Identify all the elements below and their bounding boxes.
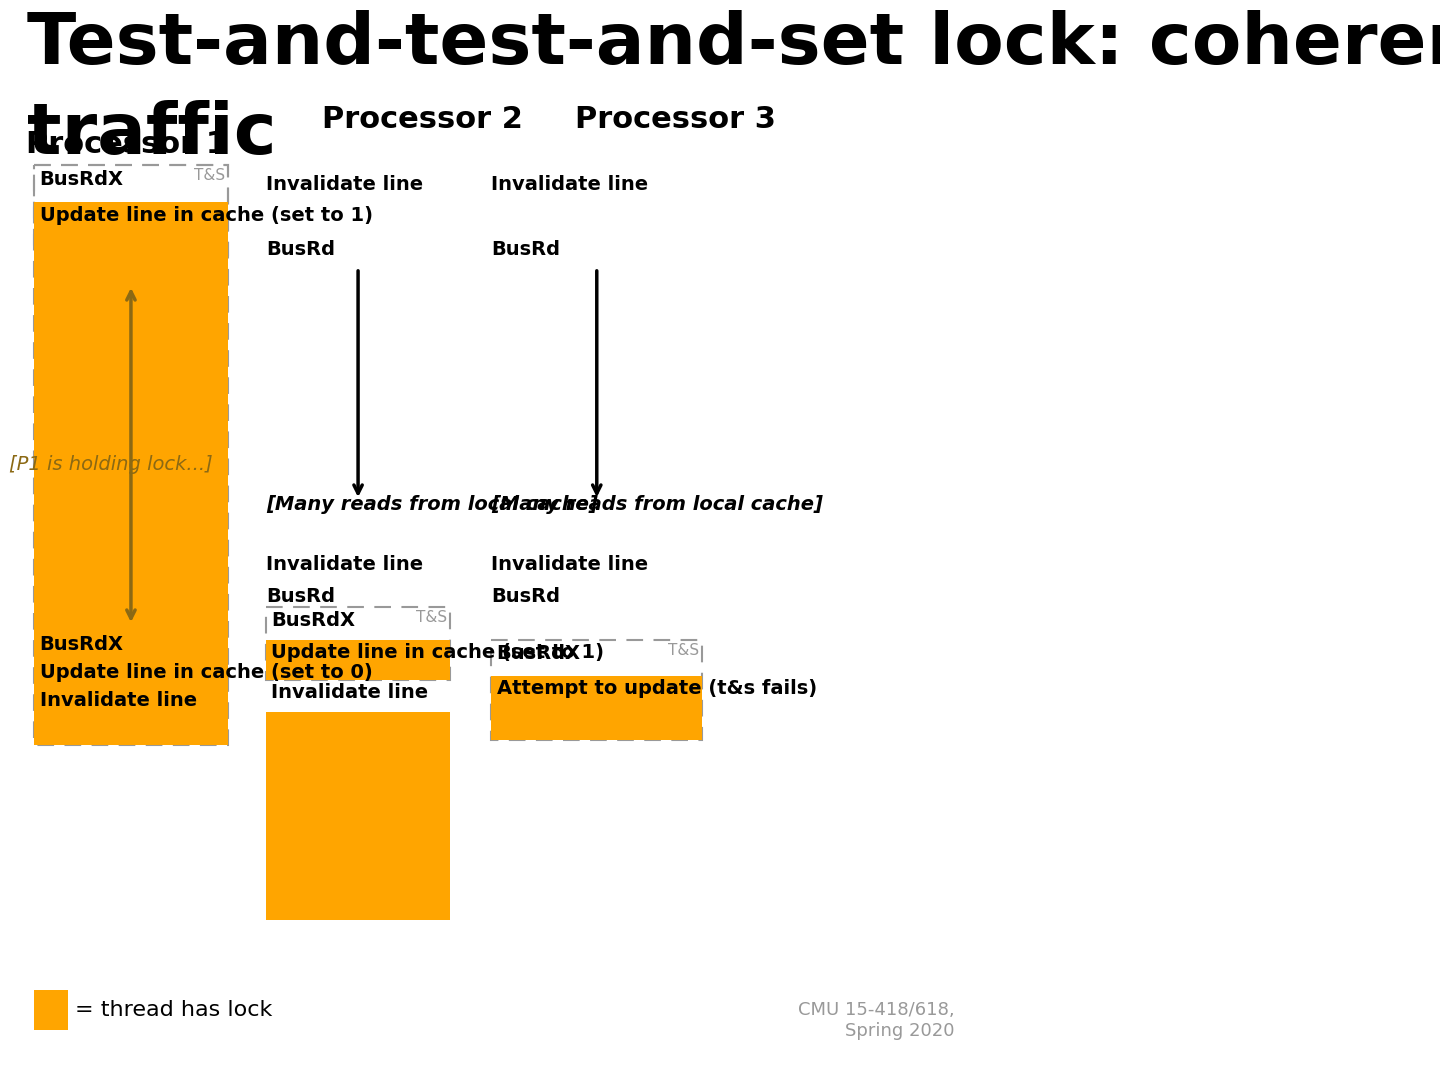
Text: Processor 1: Processor 1 [26,130,226,159]
Text: traffic: traffic [27,100,276,168]
Text: = thread has lock: = thread has lock [75,1000,272,1020]
Text: [Many reads from local cache]: [Many reads from local cache] [266,495,598,514]
Text: BusRdX: BusRdX [39,635,124,654]
Text: Processor 3: Processor 3 [575,105,776,134]
Bar [35,255,229,745]
Text: BusRd: BusRd [491,240,560,259]
Text: Test-and-test-and-set lock: coherence: Test-and-test-and-set lock: coherence [27,10,1440,79]
Text: T&S: T&S [416,610,446,625]
Text: Update line in cache (set to 1): Update line in cache (set to 1) [272,643,605,662]
Text: CMU 15-418/618,
Spring 2020: CMU 15-418/618, Spring 2020 [798,1001,955,1040]
Text: [P1 is holding lock...]: [P1 is holding lock...] [9,456,212,474]
Text: Invalidate line: Invalidate line [272,683,429,702]
Text: Processor 2: Processor 2 [323,105,523,134]
Bar [266,607,451,680]
Bar [35,165,229,745]
Text: T&S: T&S [668,643,698,658]
Bar [266,712,451,920]
Text: Invalidate line: Invalidate line [266,175,423,194]
Text: BusRdX: BusRdX [497,644,580,663]
Text: Invalidate line: Invalidate line [266,555,423,573]
Text: Invalidate line: Invalidate line [491,175,648,194]
Bar [491,676,703,740]
Bar [35,990,68,1030]
Bar [491,640,703,740]
Text: BusRdX: BusRdX [39,170,124,189]
Bar [35,165,229,255]
Bar [35,202,229,255]
Bar [266,640,451,680]
Text: BusRd: BusRd [266,588,336,606]
Text: Invalidate line: Invalidate line [491,555,648,573]
Text: BusRd: BusRd [491,588,560,606]
Text: T&S: T&S [194,168,225,183]
Text: Invalidate line: Invalidate line [39,691,197,710]
Text: Attempt to update (t&s fails): Attempt to update (t&s fails) [497,679,816,698]
Text: BusRd: BusRd [266,240,336,259]
Text: Update line in cache (set to 1): Update line in cache (set to 1) [39,206,373,225]
Text: Update line in cache (set to 0): Update line in cache (set to 0) [39,663,373,681]
Text: BusRdX: BusRdX [272,611,356,630]
Text: [Many reads from local cache]: [Many reads from local cache] [491,495,822,514]
